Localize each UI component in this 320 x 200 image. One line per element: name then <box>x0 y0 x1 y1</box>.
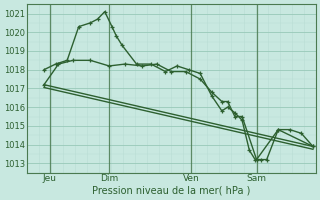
X-axis label: Pression niveau de la mer( hPa ): Pression niveau de la mer( hPa ) <box>92 186 251 196</box>
